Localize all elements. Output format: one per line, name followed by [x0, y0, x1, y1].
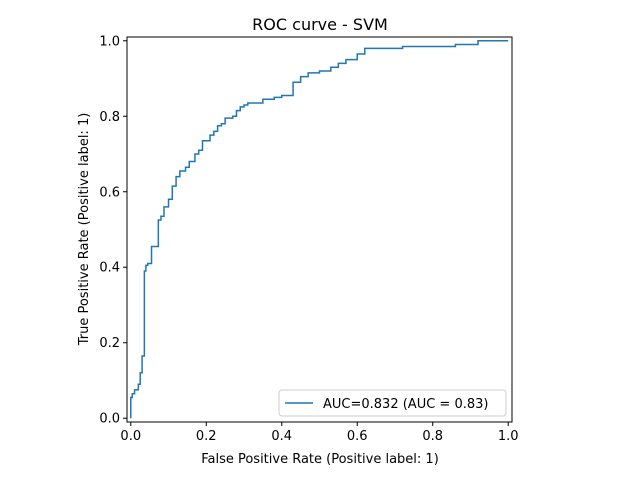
y-tick-label: 0.2: [99, 336, 120, 351]
plot-area: [127, 37, 512, 422]
y-axis-label: True Positive Rate (Positive label: 1): [77, 113, 92, 347]
legend-label: AUC=0.832 (AUC = 0.83): [323, 397, 488, 412]
legend-box: [278, 389, 507, 417]
series-layer: [130, 40, 509, 419]
x-tick-label: 0.4: [271, 429, 292, 444]
y-tick-label: 0.4: [99, 261, 120, 276]
y-tick-label: 0.0: [99, 412, 120, 427]
plot-frame: [126, 36, 513, 423]
roc-curve-line: [130, 40, 509, 419]
ticks-layer: 0.0 0.2 0.4 0.6 0.8 1.0 0.0 0.2 0.4 0.6 0.8 1.0: [99, 34, 518, 444]
legend: AUC=0.832 (AUC = 0.83): [278, 389, 507, 417]
x-axis-label: False Positive Rate (Positive label: 1): [201, 452, 439, 467]
x-tick-label: 0.6: [347, 429, 368, 444]
x-tick-label: 0.8: [422, 429, 443, 444]
y-tick-label: 0.6: [99, 185, 120, 200]
x-tick-label: 0.0: [120, 429, 141, 444]
y-tick-label: 0.8: [99, 110, 120, 125]
chart-title: ROC curve - SVM: [252, 15, 388, 34]
x-tick-label: 1.0: [498, 429, 519, 444]
y-tick-label: 1.0: [99, 34, 120, 49]
x-tick-label: 0.2: [196, 429, 217, 444]
